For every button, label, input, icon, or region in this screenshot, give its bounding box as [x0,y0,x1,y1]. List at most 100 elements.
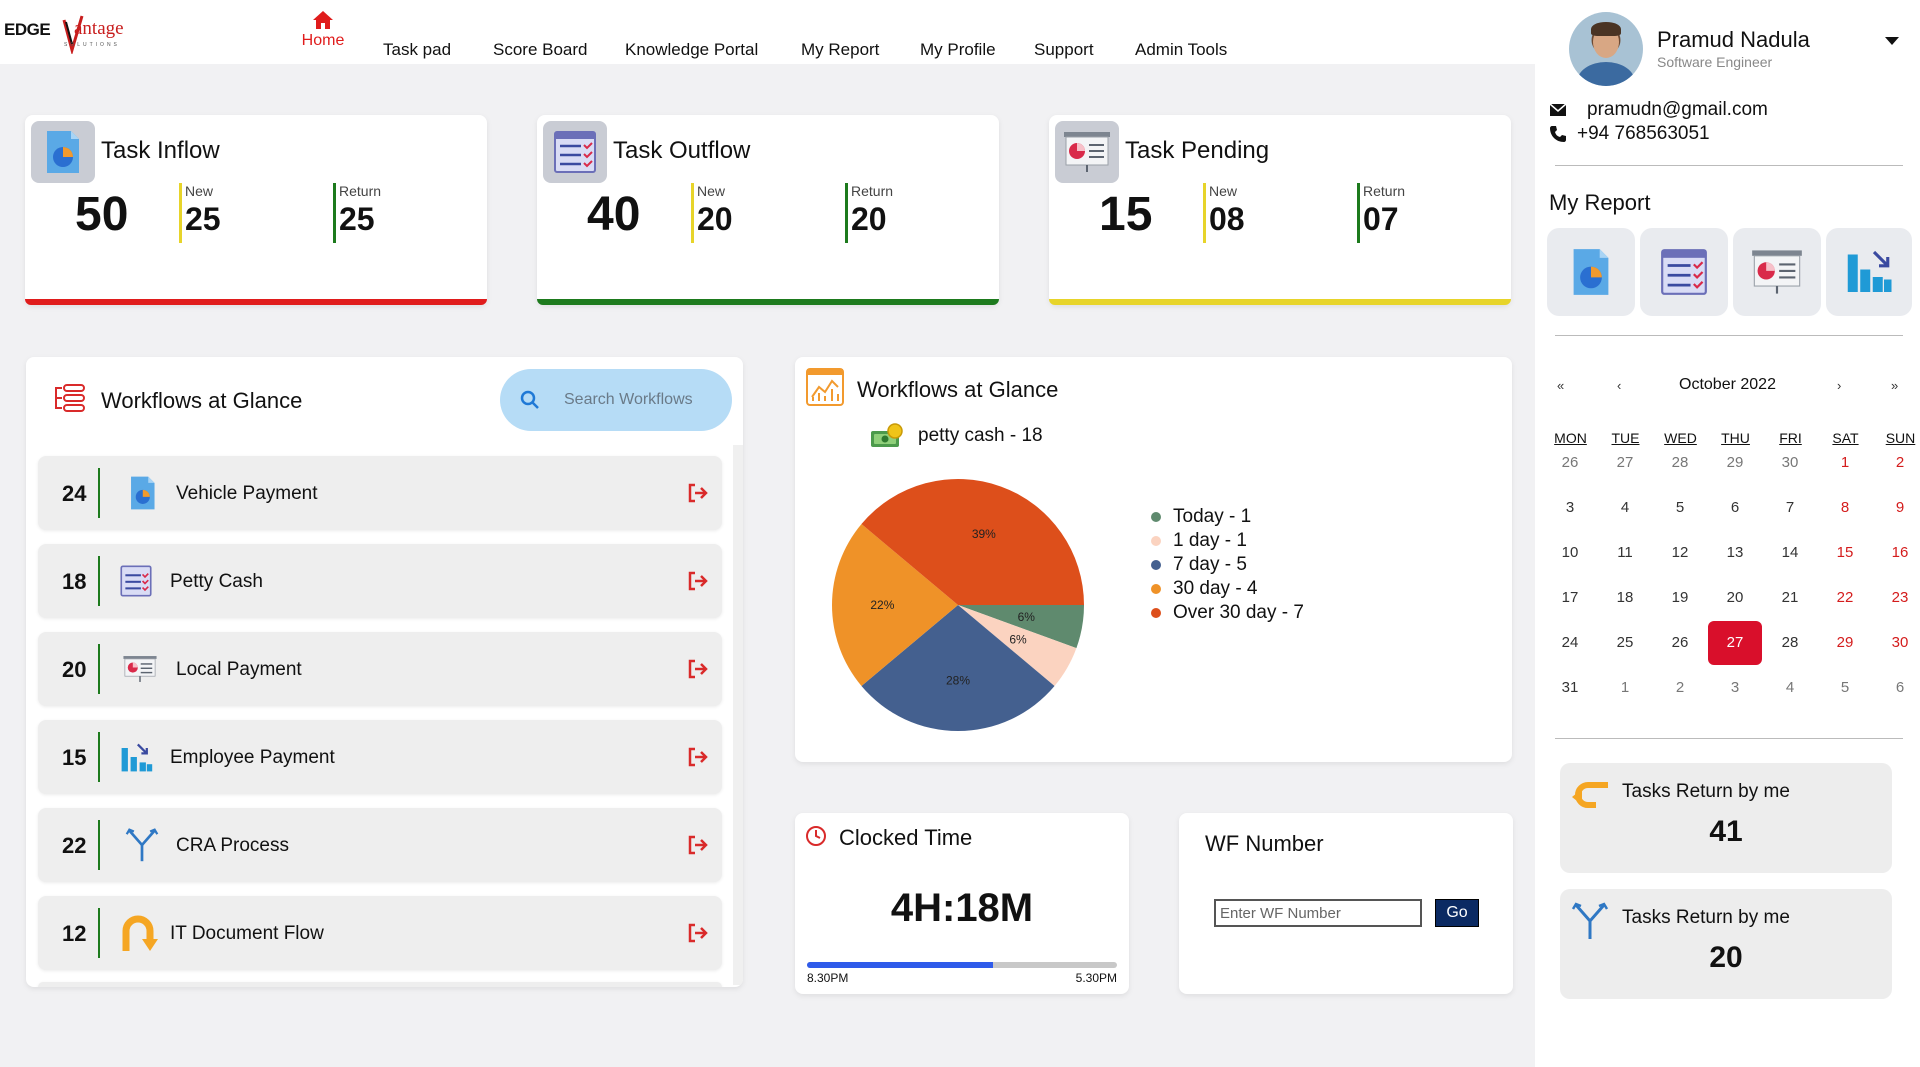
calendar-day[interactable]: 25 [1616,634,1634,651]
calendar-day[interactable]: 28 [1781,634,1799,651]
calendar-day[interactable]: 26 [1671,634,1689,651]
pie-slice-2[interactable] [861,605,1055,731]
calendar-day[interactable]: 29 [1726,454,1744,471]
calendar-day[interactable]: 20 [1726,589,1744,606]
tasks-returned-card[interactable]: Tasks Return by me 41 [1560,763,1892,873]
pie-slice-0[interactable] [958,605,1084,649]
report-tile-outflow[interactable] [1640,228,1728,316]
workflow-row[interactable]: 12 IT Document Flow [38,896,722,970]
logo-vantage-text: antage [74,18,124,39]
workflow-row[interactable]: 15 Employee Payment [38,720,722,794]
calendar-day[interactable]: 29 [1836,634,1854,651]
user-email-row: pramudn@gmail.com [1549,99,1768,121]
calendar-day[interactable]: 3 [1565,499,1575,516]
calendar-day[interactable]: 1 [1840,454,1850,471]
calendar-day[interactable]: 2 [1895,454,1905,471]
sidebar-divider [1555,335,1903,336]
workflow-row[interactable]: 20 Local Payment [38,632,722,706]
legend-swatch [1151,536,1161,546]
calendar-day[interactable]: 8 [1840,499,1850,516]
nav-admin-tools[interactable]: Admin Tools [1135,40,1228,59]
top-navigation-bar: EDGE antage SOLUTIONS Home Task pad Scor… [0,0,1535,64]
calendar-day[interactable]: 6 [1730,499,1740,516]
calendar-day[interactable]: 23 [1891,589,1909,606]
wf-number-go-button[interactable]: Go [1435,899,1479,927]
pie-slice-1[interactable] [958,605,1077,686]
calendar-day[interactable]: 5 [1675,499,1685,516]
calendar-day[interactable]: 3 [1730,679,1740,696]
open-link-arrow-icon[interactable] [686,746,708,768]
calendar-day[interactable]: 19 [1671,589,1689,606]
calendar-day[interactable]: 22 [1836,589,1854,606]
calendar-day[interactable]: 10 [1561,544,1579,561]
calendar-day[interactable]: 15 [1836,544,1854,561]
report-tile-pending[interactable] [1733,228,1821,316]
workflow-row[interactable]: 24 Vehicle Payment [38,456,722,530]
calendar-day[interactable]: 7 [1785,499,1795,516]
workflows-chart-panel: Workflows at Glance petty cash - 18 6% 6%… [795,357,1512,762]
edge-vantage-logo[interactable]: EDGE antage SOLUTIONS [4,10,154,54]
calendar-day[interactable]: 6 [1895,679,1905,696]
calendar-day[interactable]: 16 [1891,544,1909,561]
legend-label: Over 30 day - 7 [1173,602,1304,623]
task-pending-card[interactable]: Task Pending 15 New 08 Return 07 [1049,115,1511,305]
calendar-day[interactable]: 30 [1781,454,1799,471]
calendar-day[interactable]: 21 [1781,589,1799,606]
calendar-day[interactable]: 26 [1561,454,1579,471]
calendar-day[interactable]: 28 [1671,454,1689,471]
task-inflow-card[interactable]: Task Inflow 50 New 25 Return 25 [25,115,487,305]
calendar-prev-month-button[interactable]: ‹ [1617,378,1622,393]
workflow-list-scrollbar[interactable] [733,445,743,985]
report-tile-inflow[interactable] [1547,228,1635,316]
calendar-day[interactable]: 11 [1617,544,1633,561]
chevron-down-icon[interactable] [1885,37,1899,45]
nav-my-profile[interactable]: My Profile [920,40,996,59]
open-link-arrow-icon[interactable] [686,482,708,504]
stat-bottom-bar [25,299,487,305]
report-tile-analytics[interactable] [1826,228,1912,316]
open-link-arrow-icon[interactable] [686,834,708,856]
open-link-arrow-icon[interactable] [686,570,708,592]
calendar-day[interactable]: 24 [1561,634,1579,651]
calendar-day[interactable]: 1 [1620,679,1630,696]
calendar-day[interactable]: 4 [1620,499,1630,516]
calendar-day[interactable]: 17 [1561,589,1579,606]
clocked-time-value: 4H:18M [890,886,1034,930]
clock-start-time: 8.30PM [807,971,849,985]
open-link-arrow-icon[interactable] [686,658,708,680]
calendar-day[interactable]: 14 [1781,544,1799,561]
calendar-weekday-sat: SAT [1832,430,1859,446]
nav-task-pad[interactable]: Task pad [383,40,452,59]
calendar-day[interactable]: 18 [1616,589,1634,606]
calendar-day[interactable]: 9 [1895,499,1905,516]
calendar-prev-year-button[interactable]: « [1557,378,1565,393]
calendar-day[interactable]: 30 [1891,634,1909,651]
stat-return-block: Return 25 [333,183,381,243]
calendar-day[interactable]: 27 [1616,454,1634,471]
calendar-next-year-button[interactable]: » [1891,378,1899,393]
calendar-day[interactable]: 31 [1561,679,1579,696]
task-outflow-card[interactable]: Task Outflow 40 New 20 Return 20 [537,115,999,305]
avatar[interactable] [1569,12,1643,86]
calendar-day[interactable]: 27 [1708,621,1762,665]
wf-number-input[interactable] [1214,899,1422,927]
calendar-day[interactable]: 2 [1675,679,1685,696]
pie-slice-3[interactable] [832,524,958,686]
nav-score-board[interactable]: Score Board [493,40,588,59]
calendar-day[interactable]: 12 [1671,544,1689,561]
tasks-returned-card[interactable]: Tasks Return by me 20 [1560,889,1892,999]
open-link-arrow-icon[interactable] [686,922,708,944]
workflow-search-input[interactable] [564,391,714,409]
workflow-row[interactable]: 18 Petty Cash [38,544,722,618]
calendar-next-month-button[interactable]: › [1837,378,1842,393]
nav-support[interactable]: Support [1034,40,1094,59]
workflow-row[interactable]: 22 CRA Process [38,808,722,882]
calendar-day[interactable]: 4 [1785,679,1795,696]
calendar-day[interactable]: 5 [1840,679,1850,696]
nav-knowledge-portal[interactable]: Knowledge Portal [625,40,759,59]
pie-slice-4[interactable] [861,478,1084,605]
workflow-search-box[interactable] [500,369,732,431]
calendar-day[interactable]: 13 [1726,544,1744,561]
nav-home[interactable]: Home [298,10,348,50]
nav-my-report[interactable]: My Report [801,40,880,59]
